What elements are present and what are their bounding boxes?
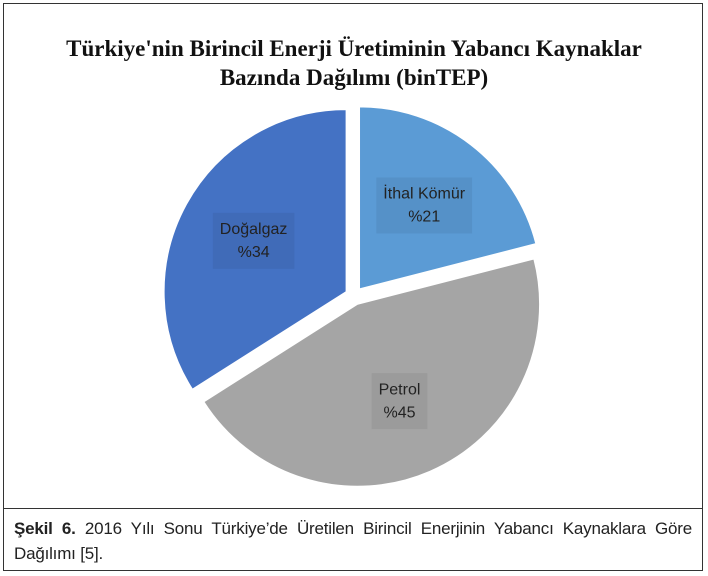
- chart: İthal Kömür %21 Petrol %45 Doğalgaz %34: [163, 106, 541, 487]
- label-box: [371, 373, 428, 430]
- slice-value-label: %34: [238, 244, 270, 261]
- label-box: [376, 177, 473, 234]
- pie-slice: [203, 258, 541, 487]
- slice-value-label: %45: [383, 404, 415, 421]
- slice-value-label: %21: [408, 209, 440, 226]
- slice-label: Doğalgaz: [220, 221, 288, 238]
- caption-text: 2016 Yılı Sonu Türkiye’de Üretilen Birin…: [14, 519, 692, 563]
- pie-slice: [163, 109, 347, 390]
- caption: Şekil 6. 2016 Yılı Sonu Türkiye’de Üreti…: [14, 516, 692, 566]
- figure-frame: Türkiye'nin Birincil Enerji Üretiminin Y…: [3, 3, 703, 571]
- caption-label: Şekil 6.: [14, 519, 76, 538]
- label-box: [212, 212, 295, 269]
- pie-slice: [359, 106, 537, 290]
- slice-label: İthal Kömür: [383, 184, 465, 203]
- slice-label: Petrol: [379, 381, 421, 398]
- separator: [4, 508, 702, 509]
- chart-title: Türkiye'nin Birincil Enerji Üretiminin Y…: [66, 36, 642, 90]
